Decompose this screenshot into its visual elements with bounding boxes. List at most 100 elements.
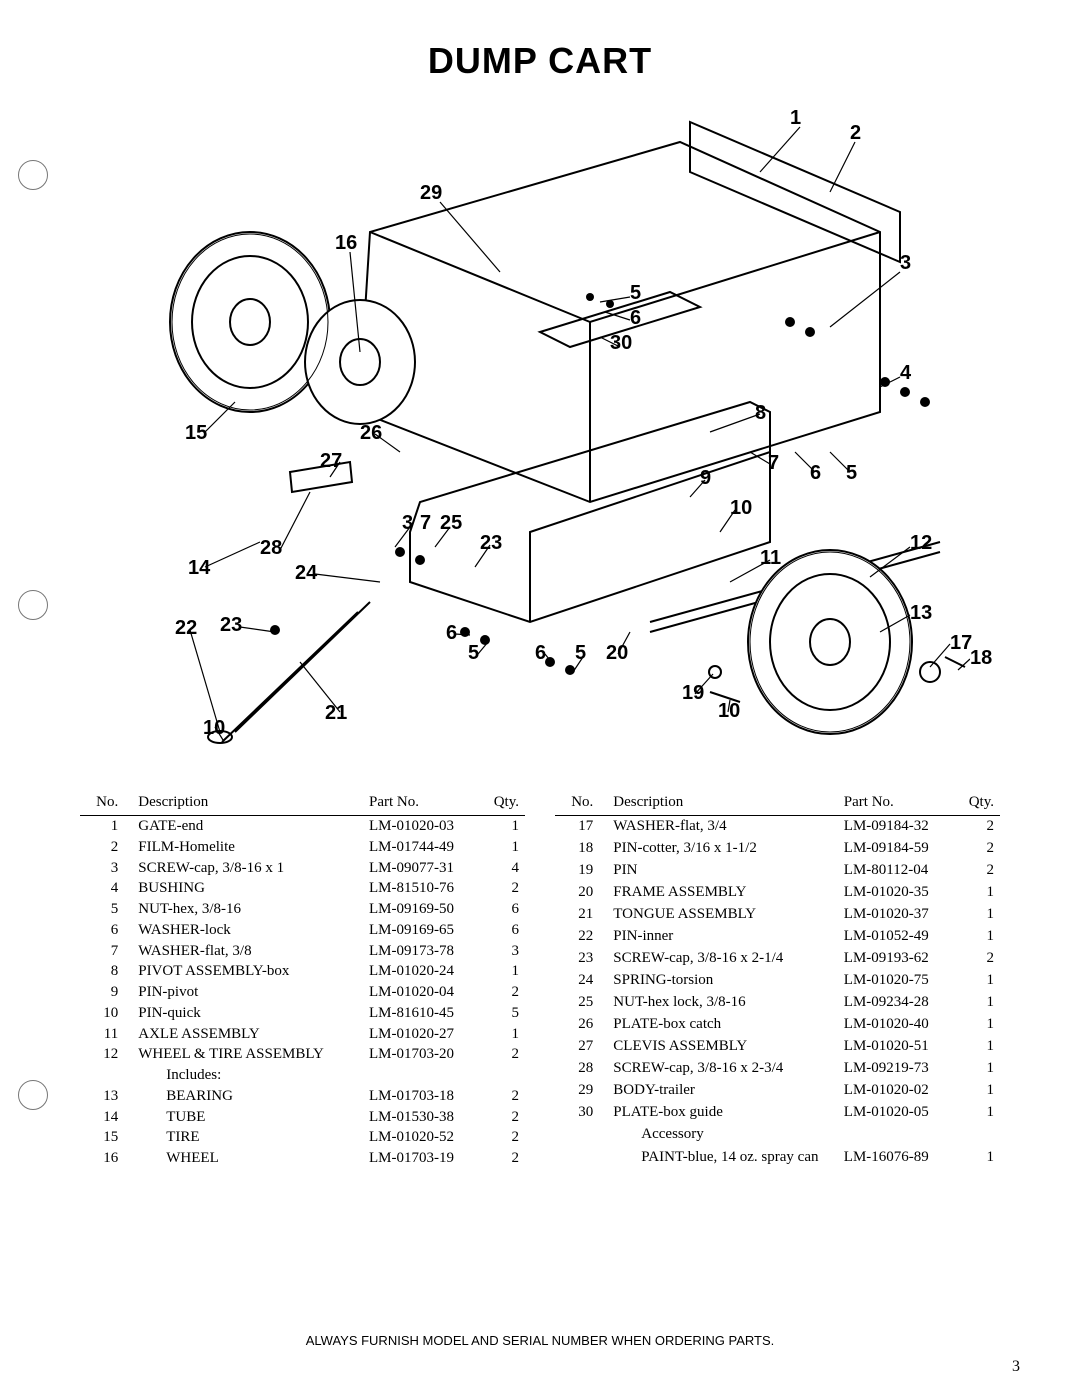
callout-number: 10 [718,700,740,723]
table-cell: PIVOT ASSEMBLY-box [132,961,363,982]
table-cell: 23 [555,948,607,970]
table-cell: 1 [950,882,1000,904]
page: DUMP CART [0,0,1080,1396]
table-cell: 2 [475,1127,525,1148]
table-cell: 9 [80,982,132,1003]
callout-number: 7 [768,452,779,475]
table-cell: 1 [475,837,525,858]
table-cell: LM-01020-24 [363,961,475,982]
table-cell: 1 [950,1058,1000,1080]
table-cell: 13 [80,1086,132,1107]
table-cell: 3 [80,858,132,879]
table-cell: LM-01020-75 [838,970,950,992]
table-cell: PIN-quick [132,1003,363,1024]
table-cell [555,1124,607,1146]
callout-number: 6 [630,307,641,330]
callout-number: 14 [188,557,210,580]
table-cell: 2 [950,948,1000,970]
callout-number: 29 [420,182,442,205]
callout-number: 9 [700,467,711,490]
callout-number: 4 [900,362,911,385]
callout-number: 20 [606,642,628,665]
table-cell [555,1147,607,1169]
table-cell: 2 [475,1086,525,1107]
callout-number: 12 [910,532,932,555]
table-cell [363,1065,475,1086]
table-cell: FILM-Homelite [132,837,363,858]
table-cell: 12 [80,1044,132,1065]
table-cell: NUT-hex, 3/8-16 [132,899,363,920]
table-cell: 6 [475,920,525,941]
parts-table-right: No. Description Part No. Qty. 17WASHER-f… [555,792,1000,1169]
table-row: Includes: [80,1065,525,1086]
table-cell: 4 [475,858,525,879]
table-cell: 11 [80,1024,132,1045]
table-cell: LM-01020-03 [363,816,475,837]
table-cell: LM-01020-02 [838,1080,950,1102]
table-cell: 1 [950,926,1000,948]
punch-hole [18,590,48,620]
table-cell: 1 [950,1014,1000,1036]
table-row: 1GATE-endLM-01020-031 [80,816,525,837]
table-cell: 1 [950,992,1000,1014]
table-cell [80,1065,132,1086]
table-cell: Accessory [607,1124,838,1146]
table-cell: 30 [555,1102,607,1124]
table-row: 20FRAME ASSEMBLYLM-01020-351 [555,882,1000,904]
table-row: 5NUT-hex, 3/8-16LM-09169-506 [80,899,525,920]
table-cell: LM-80112-04 [838,860,950,882]
callout-number: 26 [360,422,382,445]
table-cell: LM-09184-32 [838,816,950,839]
table-cell: LM-01020-27 [363,1024,475,1045]
table-cell: LM-01703-18 [363,1086,475,1107]
table-cell: 5 [80,899,132,920]
table-cell: 10 [80,1003,132,1024]
table-row: 3SCREW-cap, 3/8-16 x 1LM-09077-314 [80,858,525,879]
table-cell: LM-09184-59 [838,838,950,860]
table-cell: LM-01020-35 [838,882,950,904]
table-row: 10PIN-quickLM-81610-455 [80,1003,525,1024]
table-cell: 6 [475,899,525,920]
table-row: 11AXLE ASSEMBLYLM-01020-271 [80,1024,525,1045]
table-cell: 8 [80,961,132,982]
table-cell: LM-09234-28 [838,992,950,1014]
callout-number: 10 [203,717,225,740]
page-number: 3 [1012,1358,1020,1376]
parts-tables: No. Description Part No. Qty. 1GATE-endL… [70,792,1010,1169]
table-cell: 18 [555,838,607,860]
callout-number: 7 [420,512,431,535]
table-row: 17WASHER-flat, 3/4LM-09184-322 [555,816,1000,839]
table-row: 2FILM-HomeliteLM-01744-491 [80,837,525,858]
callout-number: 28 [260,537,282,560]
callout-number: 30 [610,332,632,355]
table-cell: LM-01020-51 [838,1036,950,1058]
exploded-diagram: 1229163563041526827765910372523281424111… [110,102,970,762]
callout-number: 16 [335,232,357,255]
table-cell: LM-09173-78 [363,941,475,962]
table-cell: 6 [80,920,132,941]
col-desc: Description [132,792,363,816]
table-cell: 1 [475,961,525,982]
table-row: 4BUSHINGLM-81510-762 [80,878,525,899]
callout-number: 3 [900,252,911,275]
callout-number: 15 [185,422,207,445]
callout-number: 27 [320,450,342,473]
table-cell: 14 [80,1107,132,1128]
table-cell: PIN-inner [607,926,838,948]
table-cell [475,1065,525,1086]
table-row: 19PINLM-80112-042 [555,860,1000,882]
table-cell: SCREW-cap, 3/8-16 x 1 [132,858,363,879]
table-cell: LM-01020-40 [838,1014,950,1036]
table-cell: 1 [950,1102,1000,1124]
table-cell: 1 [950,904,1000,926]
table-cell: PIN-pivot [132,982,363,1003]
table-cell: 2 [475,878,525,899]
table-cell: 22 [555,926,607,948]
table-cell: 2 [950,816,1000,839]
table-row: 27CLEVIS ASSEMBLYLM-01020-511 [555,1036,1000,1058]
table-cell: LM-09077-31 [363,858,475,879]
table-cell: LM-09193-62 [838,948,950,970]
table-cell: 2 [475,1044,525,1065]
parts-table-left: No. Description Part No. Qty. 1GATE-endL… [80,792,525,1169]
table-cell: PIN [607,860,838,882]
